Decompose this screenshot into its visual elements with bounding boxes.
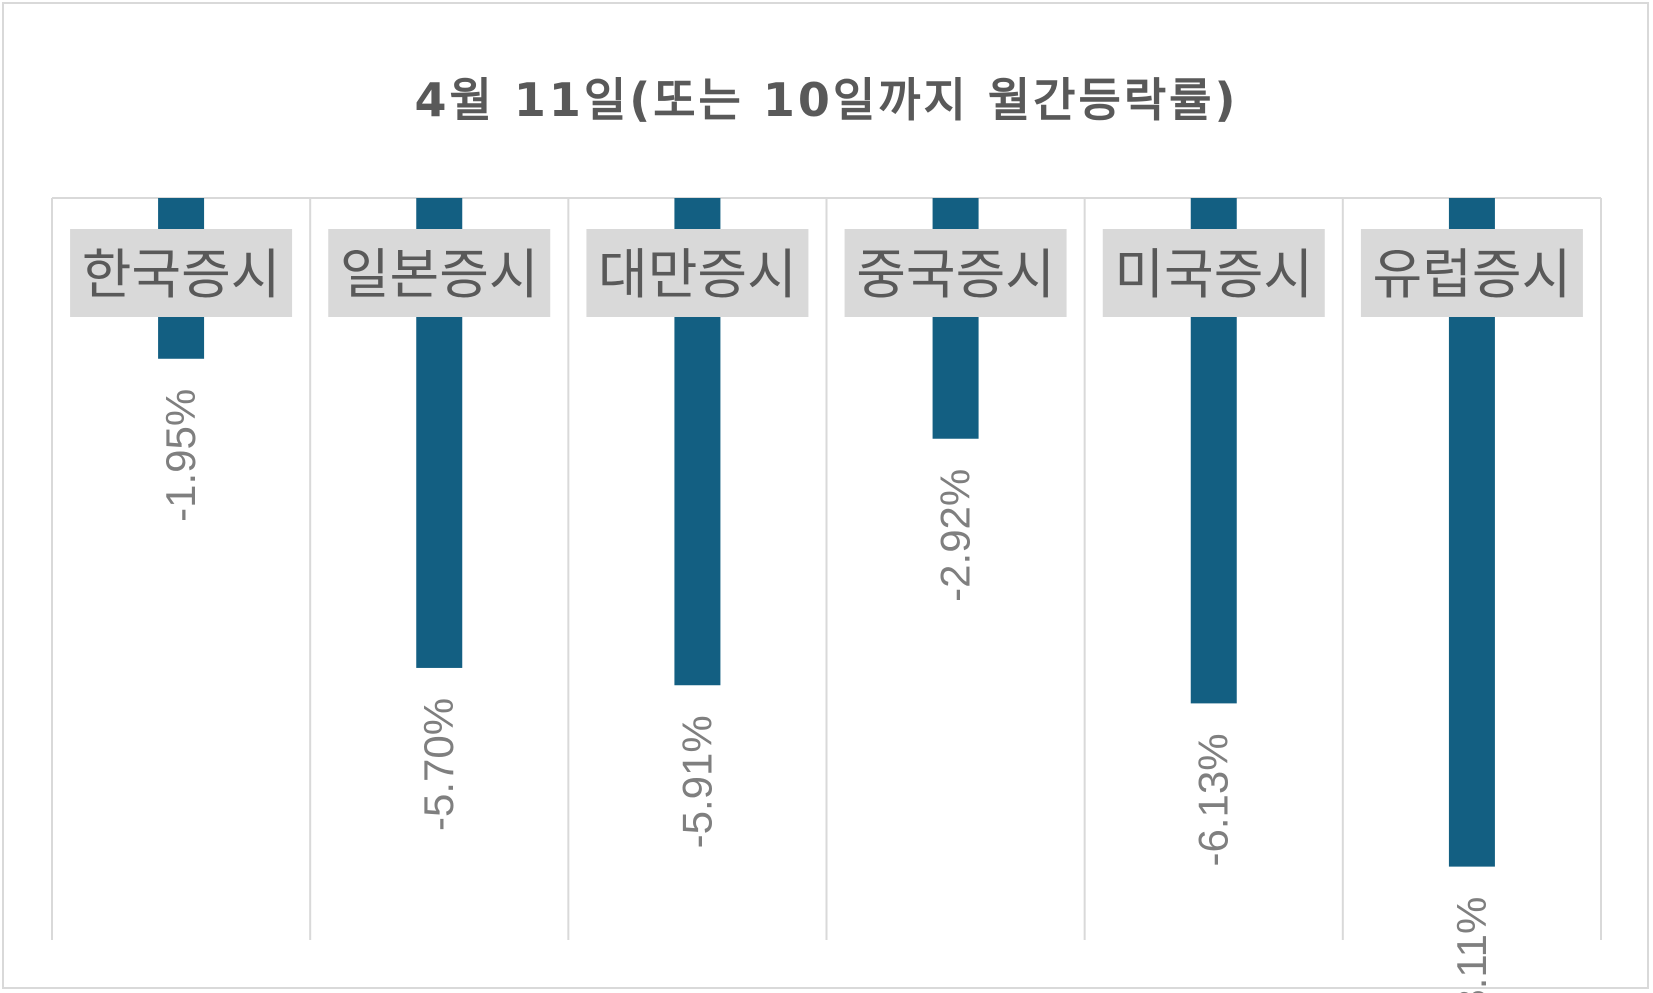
- data-label: -6.13%: [1190, 733, 1237, 866]
- category-label: 유럽증시: [1373, 243, 1572, 306]
- chart-title: 4월 11일(또는 10일까지 월간등락률): [414, 73, 1239, 127]
- data-label: -2.92%: [932, 469, 979, 602]
- category-label-bg: [1102, 229, 1325, 317]
- category-label: 미국증시: [1114, 243, 1313, 306]
- data-label: -5.70%: [415, 698, 462, 831]
- category-label-bg: [1360, 229, 1583, 317]
- category-label-bg: [70, 229, 293, 317]
- category-label-bg: [844, 229, 1067, 317]
- category-label: 한국증시: [82, 243, 281, 306]
- category-label: 중국증시: [856, 243, 1055, 306]
- category-label-bg: [328, 229, 551, 317]
- category-label: 일본증시: [340, 243, 539, 306]
- data-label: -8.11%: [1448, 897, 1495, 993]
- data-label: -5.91%: [673, 715, 720, 848]
- data-label: -1.95%: [157, 389, 204, 522]
- category-label-bg: [586, 229, 809, 317]
- category-label: 대만증시: [598, 243, 797, 306]
